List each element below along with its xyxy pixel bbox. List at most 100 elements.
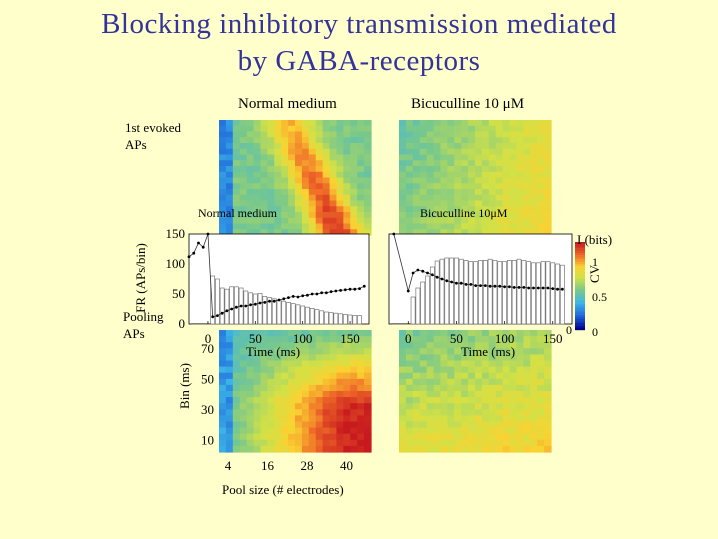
heatmap-cell — [537, 433, 545, 441]
heatmap-cell — [267, 397, 275, 404]
heatmap-cell — [350, 120, 358, 127]
heatmap-cell — [357, 154, 365, 161]
heatmap-cell — [488, 378, 497, 386]
heatmap-cell — [447, 120, 455, 127]
heatmap-cell — [281, 433, 289, 441]
colorbar-step — [575, 308, 585, 311]
heatmap-cell — [502, 354, 511, 362]
inset-bar — [319, 310, 324, 325]
heatmap-cell — [336, 342, 344, 349]
heatmap-cell — [253, 160, 262, 167]
heatmap-cell — [239, 131, 248, 138]
heatmap-cell — [343, 354, 351, 362]
heatmap-cell — [301, 229, 310, 236]
colorbar-step — [575, 275, 585, 278]
heatmap-cell — [399, 166, 407, 173]
heatmap-cell — [364, 171, 372, 179]
heatmap-cell — [537, 183, 545, 190]
header-bicuculline: Bicuculline 10 μM — [411, 96, 525, 112]
heatmap-cell — [419, 336, 428, 343]
heatmap-cell — [405, 223, 414, 230]
heatmap-cell — [502, 342, 511, 349]
inset-bar — [286, 302, 291, 325]
colorbar-step — [575, 259, 585, 262]
heatmap-cell — [274, 160, 282, 167]
heatmap-cell — [295, 366, 303, 374]
heatmap-cell — [516, 439, 524, 447]
heatmap-cell — [509, 177, 518, 184]
heatmap-cell — [530, 378, 538, 386]
inset-xlabel-bicuculline: Time (ms) — [461, 344, 516, 359]
heatmap-cell — [495, 125, 504, 133]
heatmap-cell — [440, 143, 448, 150]
inset-bar — [305, 306, 310, 325]
heatmap-cell — [516, 342, 524, 349]
heatmap-cell — [454, 189, 462, 196]
heatmap-cell — [502, 330, 511, 337]
heatmap-cell — [454, 391, 462, 398]
heatmap-cell — [530, 148, 538, 156]
inset-ytick-label: 50 — [172, 286, 185, 301]
heatmap-cell — [440, 217, 448, 225]
heatmap-cell — [405, 125, 414, 133]
heatmap-cell — [225, 330, 234, 337]
heatmap-cell — [301, 212, 310, 219]
heatmap-cell — [232, 378, 241, 386]
heatmap-cell — [495, 421, 504, 429]
colorbar-tick-bits: 0 — [566, 323, 572, 337]
heatmap-cell — [544, 223, 552, 230]
heatmap-cell — [488, 348, 497, 355]
heatmap-cell — [426, 131, 435, 138]
heatmap-cell — [516, 378, 524, 386]
heatmap-cell — [495, 372, 504, 380]
inset-bar — [243, 290, 249, 325]
heatmap-cell — [260, 403, 268, 410]
heatmap-cell — [301, 354, 310, 362]
heatmap-cell — [447, 427, 455, 435]
inset-series-point — [474, 284, 478, 287]
heatmap-cell — [225, 348, 234, 355]
colorbar-step — [575, 290, 585, 293]
heatmap-cell — [288, 360, 296, 368]
heatmap-cell — [288, 342, 296, 349]
inset-series-point — [310, 292, 314, 296]
heatmap-cell — [454, 171, 462, 179]
heatmap-cell — [475, 372, 483, 380]
heatmap-cell — [350, 360, 358, 368]
heatmap-cell — [322, 120, 331, 127]
heatmap-cell — [412, 378, 421, 386]
heatmap-cell — [232, 366, 241, 374]
heatmap-cell — [357, 415, 365, 423]
heatmap-cell — [426, 384, 435, 392]
heatmap-cell — [399, 421, 407, 429]
heatmap-cell — [447, 384, 455, 392]
heatmap-cell — [537, 131, 545, 138]
heatmap-cell — [357, 229, 365, 236]
heatmap-cell — [267, 409, 275, 416]
heatmap-cell — [461, 154, 469, 161]
heatmap-cell — [288, 212, 296, 219]
heatmap-cell — [329, 148, 338, 156]
heatmap-cell — [475, 391, 483, 398]
heatmap-cell — [350, 229, 358, 236]
heatmap-cell — [260, 433, 268, 441]
heatmap-cell — [260, 336, 268, 343]
heatmap-cell — [399, 200, 407, 207]
heatmap-cell — [544, 137, 552, 144]
heatmap-cell — [399, 445, 407, 453]
heatmap-cell — [495, 348, 504, 355]
heatmap-cell — [260, 143, 268, 150]
heatmap-cell — [433, 229, 442, 236]
colorbar-step — [575, 250, 585, 254]
heatmap-cell — [232, 433, 241, 441]
heatmap-cell — [475, 378, 483, 386]
heatmap-cell — [253, 125, 262, 133]
heatmap-cell — [419, 120, 428, 127]
heatmap-cell — [530, 206, 538, 213]
heatmap-cell — [495, 384, 504, 392]
heatmap-cell — [232, 372, 241, 380]
heatmap-cell — [523, 223, 531, 230]
heatmap-cell — [509, 391, 518, 398]
heatmap-cell — [516, 171, 524, 179]
heatmap-cell — [295, 160, 303, 167]
